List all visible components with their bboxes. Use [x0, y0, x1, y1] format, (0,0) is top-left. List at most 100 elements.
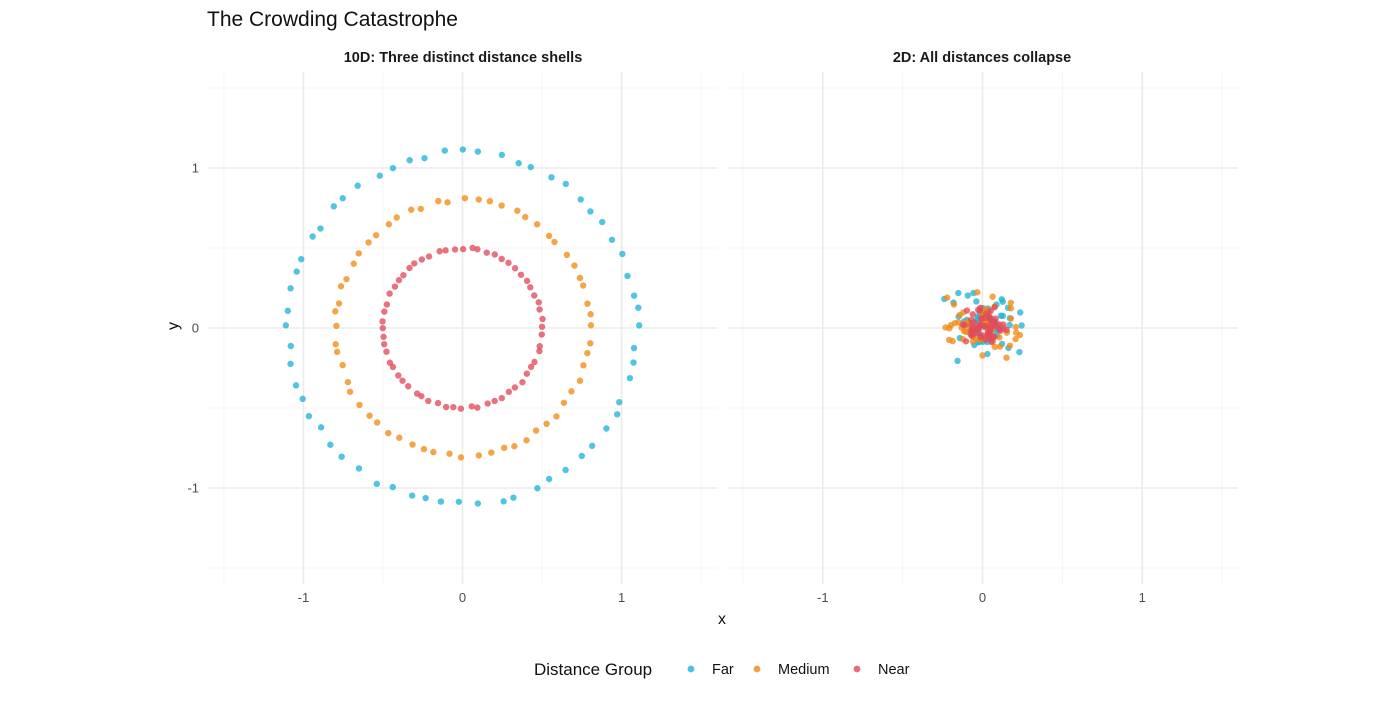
data-point-medium: [587, 340, 594, 347]
legend-label-near: Near: [878, 662, 910, 678]
data-point-medium: [1006, 342, 1014, 349]
data-point-medium: [580, 362, 587, 369]
data-point-near: [536, 306, 543, 313]
data-point-medium: [584, 300, 591, 307]
data-point-medium: [533, 221, 541, 228]
data-point-far: [293, 268, 300, 275]
data-point-near: [411, 260, 418, 267]
data-point-near: [442, 247, 449, 254]
panel-10d: 10D: Three distinct distance shells -1 0 1…: [187, 50, 717, 605]
data-point-medium: [571, 262, 578, 269]
data-point-medium: [335, 300, 343, 307]
data-point-near: [383, 348, 390, 355]
data-point-medium: [461, 194, 469, 202]
chart-title: The Crowding Catastrophe: [207, 8, 458, 31]
x-tick-label: 1: [618, 590, 625, 605]
data-point-medium: [553, 413, 560, 420]
data-point-far: [626, 374, 634, 382]
data-point-medium: [417, 205, 425, 213]
legend-key-near: [853, 665, 861, 673]
data-point-medium: [944, 294, 951, 301]
data-point-near: [527, 284, 534, 291]
panel-2d-ticks: -1 0 1: [817, 590, 1146, 605]
data-point-medium: [979, 352, 986, 359]
data-point-medium: [989, 293, 996, 300]
data-point-medium: [991, 343, 999, 351]
data-point-medium: [396, 434, 403, 441]
data-point-medium: [974, 289, 981, 296]
data-point-near: [982, 322, 990, 330]
data-point-near: [491, 251, 498, 258]
data-point-near: [962, 338, 970, 345]
legend-key-medium: [753, 665, 761, 673]
data-point-medium: [1016, 331, 1024, 339]
data-point-far: [1016, 348, 1023, 356]
data-point-near: [517, 271, 525, 278]
x-tick-label: 0: [979, 590, 986, 605]
data-point-near: [511, 265, 519, 272]
data-point-far: [474, 500, 482, 507]
data-point-far: [441, 147, 448, 154]
y-tick-label: 0: [192, 321, 199, 336]
data-point-near: [974, 306, 982, 314]
data-point-near: [405, 383, 412, 390]
data-point-near: [418, 256, 426, 263]
data-point-far: [1017, 309, 1024, 316]
y-tick-label: -1: [187, 481, 199, 496]
data-point-medium: [350, 260, 357, 267]
data-point-medium: [514, 207, 521, 214]
data-point-far: [577, 196, 584, 203]
data-point-far: [498, 151, 506, 159]
data-point-medium: [409, 441, 416, 448]
data-point-medium: [576, 377, 584, 384]
data-point-far: [408, 492, 416, 499]
x-tick-label: 0: [459, 590, 466, 605]
legend-label-far: Far: [712, 662, 734, 678]
data-point-near: [474, 404, 481, 411]
data-point-near: [395, 372, 402, 379]
data-point-near: [536, 347, 543, 355]
data-point-far: [630, 292, 638, 299]
data-point-far: [327, 441, 334, 448]
legend-item-far: Far: [687, 662, 734, 678]
data-point-near: [531, 358, 538, 366]
data-point-far: [534, 485, 541, 492]
data-point-far: [282, 322, 290, 329]
data-point-far: [545, 475, 553, 483]
data-point-near: [381, 308, 388, 315]
data-point-near: [399, 377, 406, 384]
data-point-near: [436, 248, 443, 255]
data-point-far: [287, 342, 295, 350]
data-point-far: [548, 174, 555, 181]
legend: Distance Group Far Medium Near: [534, 660, 910, 679]
data-point-far: [389, 164, 397, 172]
data-point-far: [619, 250, 626, 258]
data-point-far: [578, 452, 586, 460]
data-point-far: [309, 233, 316, 240]
data-point-near: [538, 331, 545, 338]
data-point-far: [422, 494, 429, 502]
panel-10d-points: [282, 146, 643, 507]
data-point-near: [523, 277, 531, 285]
data-point-near: [450, 403, 457, 411]
data-point-near: [1000, 324, 1007, 332]
data-point-far: [287, 285, 294, 292]
data-point-medium: [545, 232, 553, 240]
data-point-far: [355, 465, 363, 472]
data-point-medium: [996, 343, 1004, 350]
data-point-medium: [949, 337, 956, 345]
data-point-far: [455, 498, 463, 505]
data-point-far: [299, 395, 306, 403]
data-point-near: [451, 246, 459, 253]
data-point-far: [608, 236, 616, 243]
panel-2d-points: [941, 289, 1025, 365]
x-tick-label: -1: [817, 590, 829, 605]
data-point-far: [624, 272, 631, 280]
data-point-medium: [457, 454, 465, 461]
data-point-medium: [385, 221, 393, 228]
data-point-near: [386, 290, 393, 297]
data-point-far: [599, 218, 606, 226]
data-point-far: [354, 182, 361, 189]
data-point-medium: [408, 206, 415, 213]
data-point-medium: [435, 197, 442, 205]
